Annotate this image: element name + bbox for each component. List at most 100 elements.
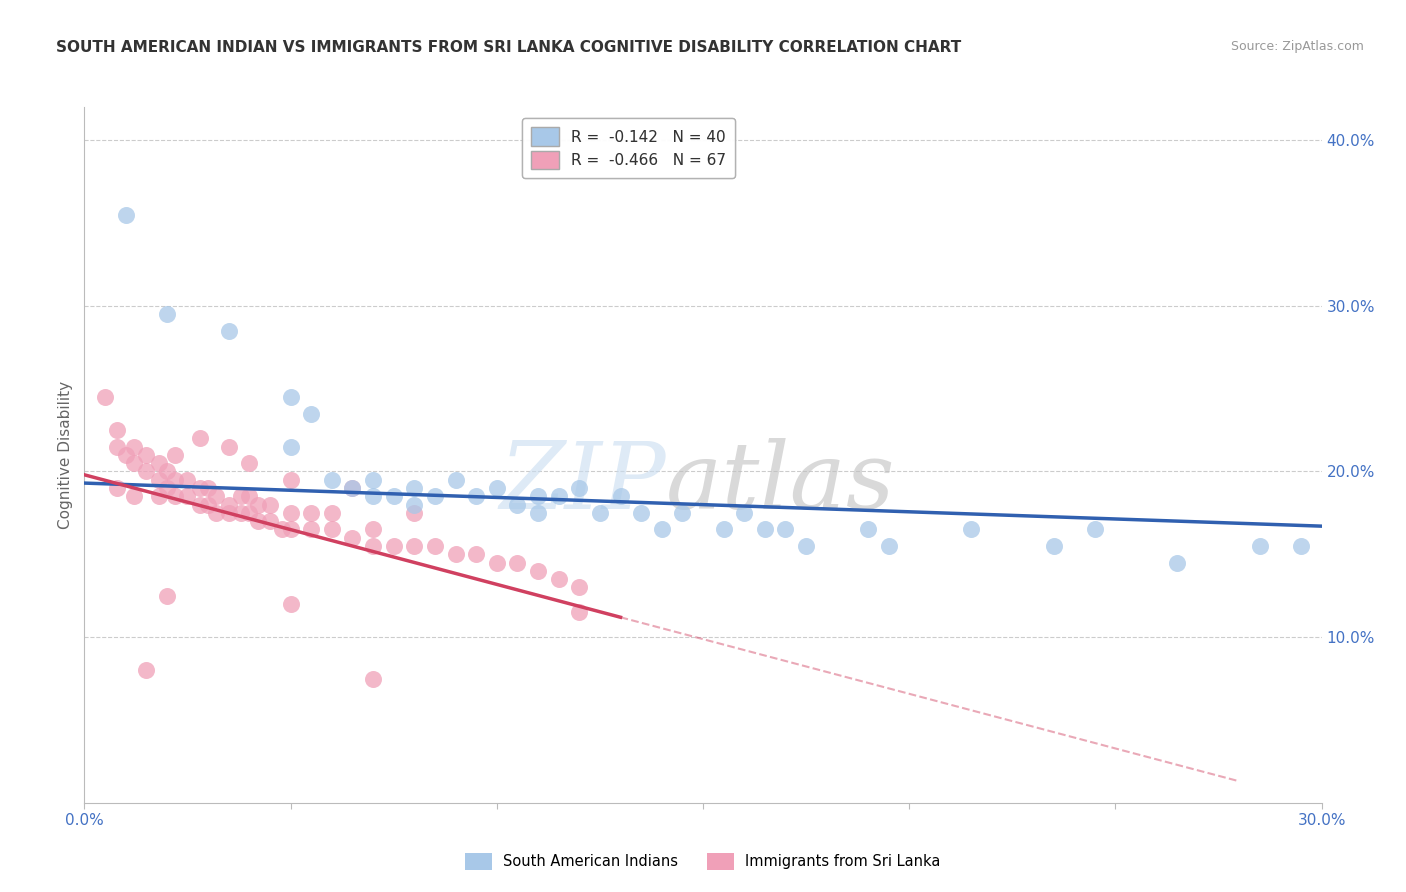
Point <box>197 481 219 495</box>
Point <box>671 506 693 520</box>
Point <box>423 489 446 503</box>
Point <box>630 506 652 520</box>
Point <box>506 556 529 570</box>
Point <box>794 539 817 553</box>
Point <box>188 481 211 495</box>
Point <box>506 498 529 512</box>
Point <box>188 498 211 512</box>
Point <box>361 473 384 487</box>
Point <box>259 498 281 512</box>
Point <box>197 498 219 512</box>
Text: SOUTH AMERICAN INDIAN VS IMMIGRANTS FROM SRI LANKA COGNITIVE DISABILITY CORRELAT: SOUTH AMERICAN INDIAN VS IMMIGRANTS FROM… <box>56 40 962 55</box>
Point <box>114 448 136 462</box>
Point <box>465 547 488 561</box>
Point <box>651 523 673 537</box>
Point <box>321 473 343 487</box>
Point <box>321 506 343 520</box>
Point <box>246 514 269 528</box>
Point <box>960 523 983 537</box>
Point <box>342 531 364 545</box>
Point <box>527 506 550 520</box>
Point <box>404 498 426 512</box>
Point <box>238 456 260 470</box>
Point <box>135 663 157 677</box>
Point <box>775 523 797 537</box>
Point <box>465 489 488 503</box>
Point <box>135 465 157 479</box>
Point <box>188 431 211 445</box>
Point <box>114 208 136 222</box>
Point <box>754 523 776 537</box>
Point <box>568 581 591 595</box>
Point <box>342 481 364 495</box>
Legend: South American Indians, Immigrants from Sri Lanka: South American Indians, Immigrants from … <box>460 847 946 876</box>
Point <box>527 564 550 578</box>
Point <box>94 390 117 404</box>
Point <box>733 506 755 520</box>
Point <box>156 481 179 495</box>
Point <box>148 489 170 503</box>
Point <box>218 324 240 338</box>
Point <box>856 523 879 537</box>
Point <box>404 481 426 495</box>
Point <box>259 514 281 528</box>
Point <box>547 489 569 503</box>
Point <box>148 456 170 470</box>
Point <box>404 506 426 520</box>
Point <box>382 539 405 553</box>
Point <box>280 440 302 454</box>
Point <box>280 597 302 611</box>
Legend: R =  -0.142   N = 40, R =  -0.466   N = 67: R = -0.142 N = 40, R = -0.466 N = 67 <box>522 118 735 178</box>
Point <box>105 423 128 437</box>
Point <box>382 489 405 503</box>
Point <box>1042 539 1064 553</box>
Point <box>205 489 228 503</box>
Point <box>299 523 322 537</box>
Point <box>713 523 735 537</box>
Point <box>1289 539 1312 553</box>
Point <box>299 506 322 520</box>
Point <box>609 489 631 503</box>
Point <box>361 539 384 553</box>
Point <box>404 539 426 553</box>
Point <box>135 448 157 462</box>
Point <box>205 506 228 520</box>
Point <box>218 498 240 512</box>
Point <box>280 390 302 404</box>
Point <box>1084 523 1107 537</box>
Point <box>122 456 145 470</box>
Point <box>527 489 550 503</box>
Point <box>280 473 302 487</box>
Point <box>361 672 384 686</box>
Point <box>589 506 612 520</box>
Point <box>423 539 446 553</box>
Point <box>105 440 128 454</box>
Point <box>238 489 260 503</box>
Point <box>280 506 302 520</box>
Point <box>176 489 198 503</box>
Point <box>105 481 128 495</box>
Point <box>156 307 179 321</box>
Point <box>218 506 240 520</box>
Point <box>122 440 145 454</box>
Y-axis label: Cognitive Disability: Cognitive Disability <box>58 381 73 529</box>
Point <box>271 523 294 537</box>
Text: atlas: atlas <box>666 438 896 528</box>
Point <box>547 572 569 586</box>
Point <box>444 547 467 561</box>
Point <box>229 489 252 503</box>
Point <box>280 523 302 537</box>
Point <box>1166 556 1188 570</box>
Point <box>148 473 170 487</box>
Point <box>568 481 591 495</box>
Point <box>156 465 179 479</box>
Point <box>342 481 364 495</box>
Text: ZIP: ZIP <box>499 438 666 528</box>
Point <box>568 605 591 619</box>
Point <box>361 523 384 537</box>
Point <box>321 523 343 537</box>
Point <box>165 489 187 503</box>
Point <box>361 489 384 503</box>
Point <box>165 473 187 487</box>
Point <box>246 498 269 512</box>
